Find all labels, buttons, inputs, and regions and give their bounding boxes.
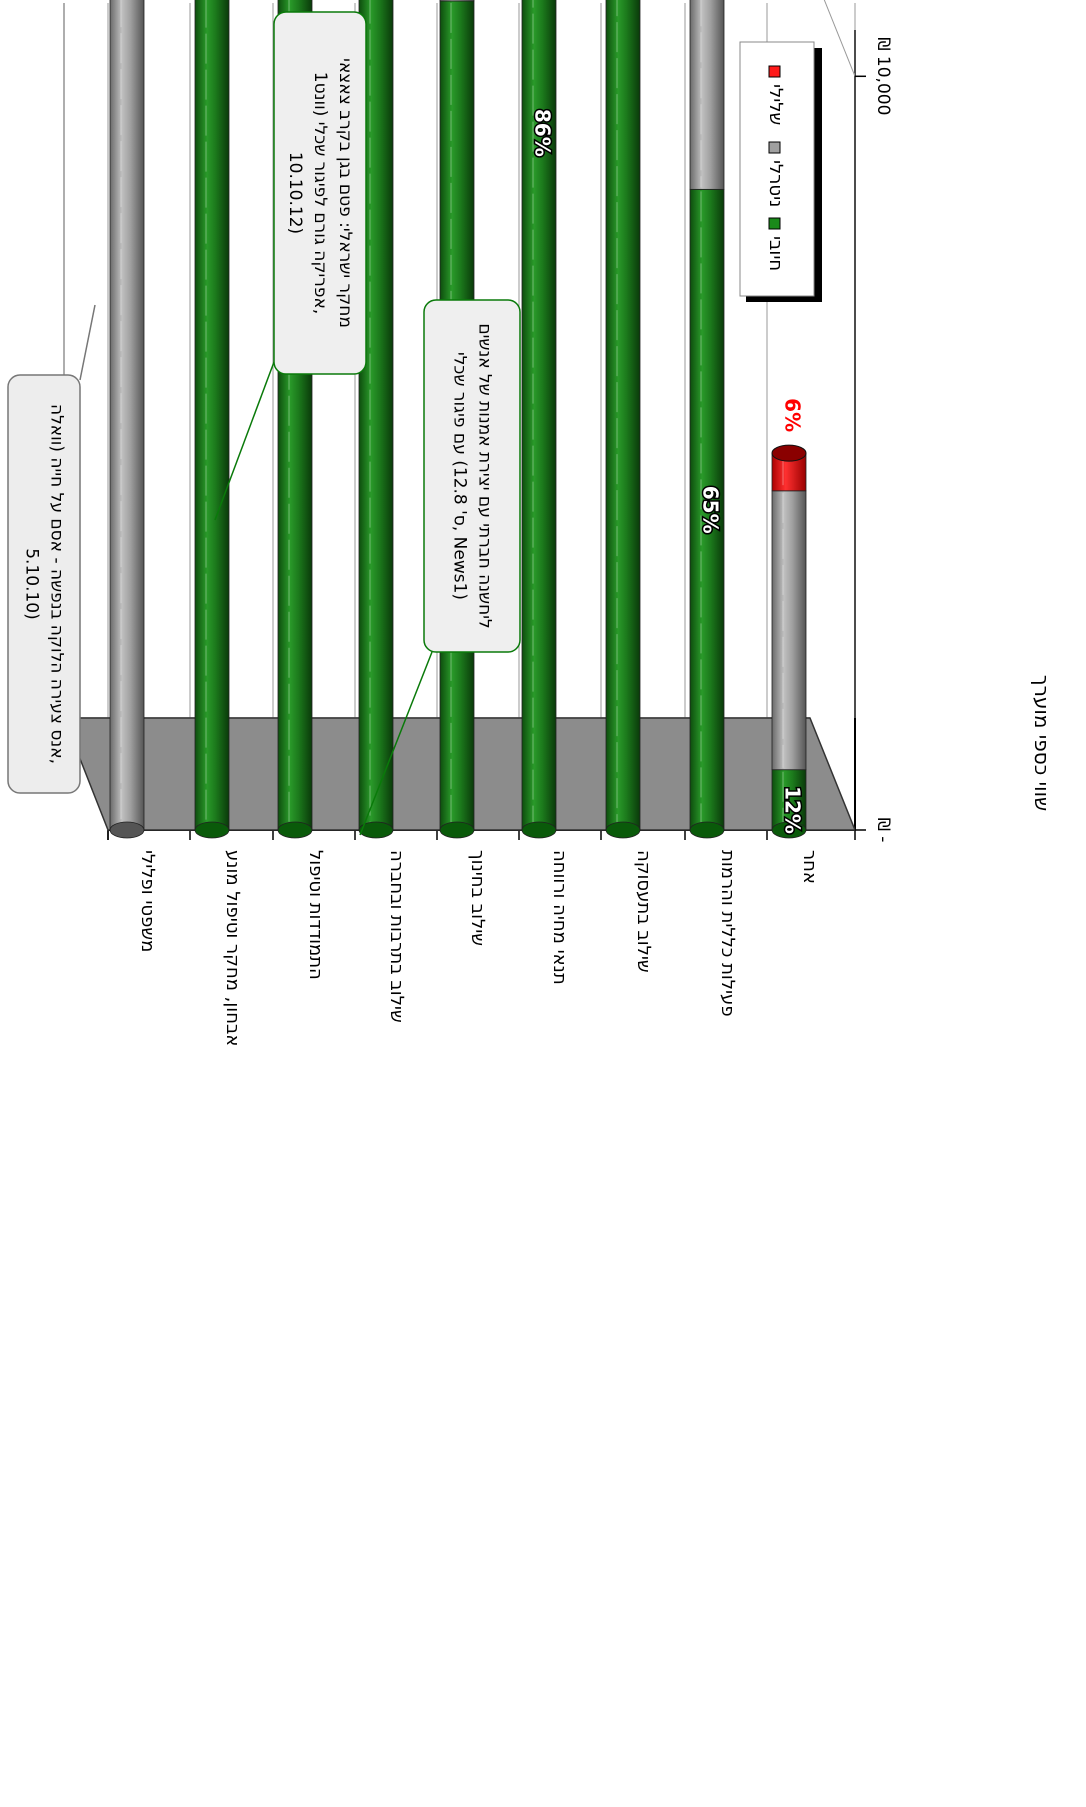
bar-group <box>358 0 394 839</box>
bar-base-cap <box>109 821 145 839</box>
bars <box>109 0 807 839</box>
legend-swatch <box>768 217 781 230</box>
legend-swatch <box>768 65 781 78</box>
category-label: שילוב בתרבות ובחברה <box>386 850 407 1023</box>
annotation-text: 5.10.10) <box>22 548 42 620</box>
annotation-text: אפריקה גורם לפיגור שכלי (וונט1, <box>310 72 330 314</box>
annotation-callout: אנס צעירה הלוקה בנפשה - אסם על חייה (ווא… <box>7 304 96 794</box>
tick-label: ₪ - <box>873 818 893 843</box>
x-axis-title: שווי כספי מוערך <box>1030 675 1054 811</box>
data-label: 65% <box>699 486 723 534</box>
value-ticks: ₪ -₪ 10,000₪ 20,000₪ 30,000₪ 40,000₪ 50,… <box>855 37 893 843</box>
annotation-box <box>7 374 81 794</box>
bar-base-cap <box>521 821 557 839</box>
bar-group <box>521 0 557 839</box>
legend-label: חיובי <box>765 236 786 271</box>
annotation-text: מחקר ישראלי: פטם בגן בקרב צאצאי <box>335 58 355 328</box>
annotation-box <box>423 299 521 653</box>
bar-segment <box>605 0 641 831</box>
bar-base-cap <box>439 821 475 839</box>
tick-label: ₪ 10,000 <box>873 37 893 115</box>
category-labels: משפטי ופלילי אבחון, מחקר וטיפול מונע התמוד… <box>137 850 820 1046</box>
bar-base-cap <box>358 821 394 839</box>
bar-segment <box>439 0 475 2</box>
legend: שלילי ניטרלי חיובי <box>739 41 822 302</box>
bar-group <box>689 0 725 839</box>
annotations: אנס צעירה הלוקה בנפשה - אסם על חייה (ווא… <box>7 11 521 836</box>
bar-group <box>194 0 230 839</box>
category-label: אבחון, מחקר וטיפול מונע <box>222 850 243 1046</box>
bar-segment <box>771 769 807 831</box>
category-label: שילוב בחינוך <box>467 850 488 946</box>
annotation-text: אנס צעירה הלוקה בנפשה - אסם על חייה (ווא… <box>47 404 67 764</box>
bar-segment <box>194 0 230 831</box>
floor-panel <box>64 718 108 1528</box>
legend-box <box>739 41 815 297</box>
data-label: 12% <box>781 786 805 834</box>
bar-base-cap <box>771 821 807 839</box>
bar-group <box>771 444 807 839</box>
bar-top-cap <box>771 444 807 462</box>
bar-base-cap <box>689 821 725 839</box>
annotation-text: ליחשנה חברתי עם יצירת אמנות של אנשים <box>475 323 495 628</box>
legend-label: שלילי <box>765 84 786 125</box>
bar-group <box>605 0 641 839</box>
category-label: אחר <box>799 850 820 884</box>
bar-segment <box>689 0 725 190</box>
category-label: התמודדות וטיפול <box>305 850 326 980</box>
annotation-leader <box>79 304 96 381</box>
bar-base-cap <box>277 821 313 839</box>
annotation-leader <box>359 651 433 836</box>
bar-group <box>109 0 145 839</box>
category-label: שילוב בתעסוקה <box>633 850 654 973</box>
data-label: 6% <box>781 398 805 432</box>
bar-segment <box>771 490 807 771</box>
legend-swatch <box>768 141 781 154</box>
annotation-box <box>273 11 367 375</box>
annotation-text: 10.10.12) <box>285 152 305 234</box>
category-label: משפטי ופלילי <box>137 850 158 952</box>
bar-segment <box>109 0 145 831</box>
category-label: פעילות כללית והרמות <box>717 850 738 1017</box>
gridline-diagonal <box>823 0 856 77</box>
annotation-leader <box>214 361 275 521</box>
data-label: 86% <box>531 109 555 157</box>
gridlines <box>823 0 856 77</box>
bar-base-cap <box>194 821 230 839</box>
bar-base-cap <box>605 821 641 839</box>
category-label: תנאי מחיה ורווחה <box>549 850 570 985</box>
legend-label: ניטרלי <box>765 160 786 207</box>
annotation-text: עם פיגור שכלי (ס' 12.8, News1) <box>450 352 470 600</box>
